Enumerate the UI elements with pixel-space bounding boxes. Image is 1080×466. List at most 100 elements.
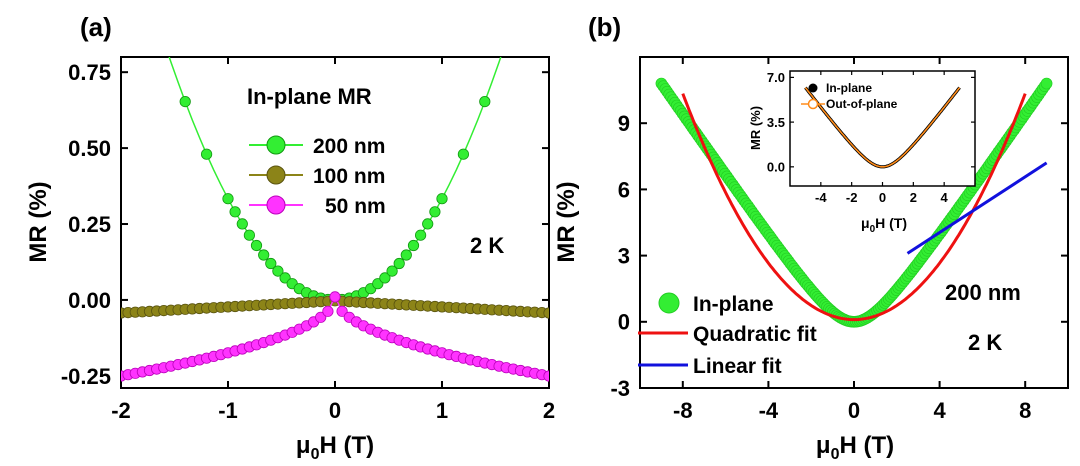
- y-tick-label: 0.00: [68, 288, 111, 313]
- x-tick-label: -4: [759, 398, 779, 423]
- inset-legend-marker: [808, 83, 818, 93]
- x-tick-label: 0: [329, 398, 341, 423]
- panel-a-x-axis-label: μ0H (T): [296, 432, 374, 463]
- legend-label: 100 nm: [313, 165, 385, 188]
- y-tick-label: 3: [618, 244, 630, 269]
- inset-legend: In-plane Out-of-plane: [801, 81, 898, 111]
- data-point-0: [222, 193, 234, 205]
- x-tick-label: 0: [879, 190, 886, 205]
- data-point-0: [393, 257, 405, 270]
- legend-marker-in-plane: [658, 292, 680, 314]
- x-tick-label: 4: [941, 190, 949, 205]
- panel-b-ticks: -8 -4 0 4 8 -3 0 3 6 9: [610, 57, 1068, 423]
- data-point-0: [414, 229, 427, 241]
- data-point-0: [229, 206, 241, 218]
- data-point-0: [400, 249, 412, 261]
- legend-label: In-plane: [693, 293, 774, 316]
- data-point-2: [315, 311, 327, 323]
- data-point-0: [258, 249, 270, 261]
- x-tick-label: -2: [111, 398, 131, 423]
- data-point-0: [386, 265, 398, 277]
- panel-a-y-axis-label: MR (%): [25, 181, 52, 262]
- data-point-2: [336, 305, 348, 317]
- inset-frame: [789, 70, 976, 187]
- data-point-0: [265, 257, 277, 270]
- y-tick-label: 9: [618, 111, 630, 136]
- y-tick-label: 0: [618, 310, 630, 335]
- y-tick-label: 0.25: [68, 212, 111, 237]
- data-point-2: [543, 370, 549, 382]
- y-tick-label: 0.0: [767, 160, 785, 175]
- legend-label: Quadratic fit: [693, 323, 817, 346]
- x-tick-label: 4: [933, 398, 946, 423]
- panel-b-annotation-thickness: 200 nm: [945, 280, 1021, 305]
- legend-label: 200 nm: [313, 135, 385, 158]
- panel-b-legend: In-plane Quadratic fit Linear fit: [638, 292, 817, 378]
- x-tick-label: -4: [815, 190, 827, 205]
- inset-y-axis-label: MR (%): [748, 106, 763, 150]
- x-tick-label: 0: [848, 398, 860, 423]
- data-point-0: [379, 272, 391, 284]
- panel-b: (b) -8 -4 0 4 8 -3 0 3 6 9 MR (%) μ0H (T) In-plan…: [553, 12, 1069, 463]
- data-point-0: [501, 36, 511, 46]
- legend-marker: [266, 165, 286, 185]
- panel-a-label: (a): [80, 12, 112, 42]
- y-tick-label: -0.25: [61, 364, 111, 389]
- data-point-0: [272, 265, 284, 277]
- y-tick-label: 0.50: [68, 136, 111, 161]
- y-tick-label: 7.0: [767, 70, 785, 85]
- panel-b-data: [655, 77, 1053, 328]
- panel-b-annotation-temperature: 2 K: [968, 330, 1002, 355]
- data-point-0: [436, 193, 448, 205]
- x-tick-label: 2: [910, 190, 917, 205]
- quadratic-fit-line: [681, 93, 1027, 322]
- panel-b-y-axis-label: MR (%): [553, 181, 580, 262]
- inset-x-axis-label: μ0H (T): [861, 215, 907, 235]
- data-point-0: [250, 239, 263, 252]
- data-point-0: [159, 36, 169, 46]
- data-point-0: [407, 239, 420, 252]
- panel-b-x-axis-label: μ0H (T): [816, 432, 894, 463]
- data-point-0: [479, 96, 491, 108]
- panel-b-label: (b): [588, 12, 621, 42]
- inset-ticks: -4 -2 0 2 4 0.0 3.5 7.0: [767, 70, 975, 205]
- legend-label: 50 nm: [325, 195, 386, 218]
- x-tick-label: 8: [1019, 398, 1031, 423]
- panel-a-ticks: -2 -1 0 1 2 -0.25 0.00 0.25 0.50 0.75: [61, 57, 555, 423]
- panel-b-inset: -4 -2 0 2 4 0.0 3.5 7.0 MR (%) μ0H (T) In-plane…: [748, 70, 976, 235]
- panel-a-annotation-temperature: 2 K: [470, 233, 504, 258]
- linear-fit-line: [906, 161, 1048, 255]
- y-tick-label: 6: [618, 177, 630, 202]
- legend-marker: [266, 135, 286, 155]
- inset-legend-marker: [807, 98, 819, 110]
- data-point-0: [236, 218, 248, 230]
- x-tick-label: 2: [543, 398, 555, 423]
- data-point-0: [201, 148, 213, 160]
- data-point-0: [243, 229, 255, 241]
- legend-label: Linear fit: [693, 355, 782, 378]
- inset-legend-label: In-plane: [826, 81, 872, 95]
- x-tick-label: 1: [436, 398, 448, 423]
- panel-a-legend-title: In-plane MR: [247, 84, 372, 109]
- panel-a-data: [121, 36, 549, 382]
- legend-marker: [266, 195, 286, 215]
- panel-a-legend: 200 nm 100 nm 50 nm: [249, 135, 386, 218]
- data-point-1: [543, 307, 549, 319]
- x-tick-label: -1: [218, 398, 238, 423]
- x-tick-label: -8: [673, 398, 693, 423]
- y-tick-label: 3.5: [767, 115, 785, 130]
- data-point-0: [457, 148, 469, 160]
- panel-a: (a) -2 -1 0 1 2-0.250.000.250.500.75 MR (%) …: [25, 12, 555, 463]
- y-tick-label: 0.75: [68, 60, 111, 85]
- data-point-2: [322, 305, 334, 317]
- inset-out-of-plane-curve: [804, 87, 961, 168]
- data-point-0: [429, 206, 441, 218]
- x-tick-label: -2: [846, 190, 858, 205]
- y-tick-label: -3: [610, 376, 630, 401]
- data-point-0: [422, 218, 434, 230]
- in-plane-point: [1040, 77, 1053, 90]
- inset-legend-label: Out-of-plane: [826, 97, 898, 111]
- inset-data: [804, 86, 961, 169]
- data-point-2: [329, 291, 341, 303]
